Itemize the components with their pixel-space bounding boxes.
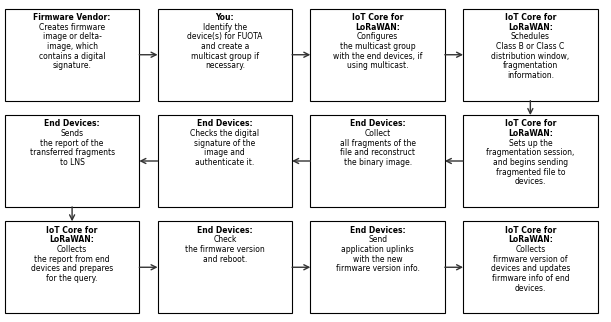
Text: Creates firmware: Creates firmware: [39, 23, 105, 32]
Text: device(s) for FUOTA: device(s) for FUOTA: [187, 33, 263, 41]
Text: image and: image and: [205, 148, 245, 157]
Text: LoRaWAN:: LoRaWAN:: [355, 23, 400, 32]
FancyBboxPatch shape: [5, 222, 139, 313]
Text: End Devices:: End Devices:: [197, 226, 253, 234]
Text: fragmentation: fragmentation: [503, 62, 558, 70]
FancyBboxPatch shape: [158, 115, 292, 207]
Text: LoRaWAN:: LoRaWAN:: [49, 235, 95, 244]
Text: Collects: Collects: [515, 245, 546, 254]
FancyBboxPatch shape: [158, 222, 292, 313]
FancyBboxPatch shape: [310, 222, 445, 313]
Text: End Devices:: End Devices:: [44, 119, 100, 128]
Text: all fragments of the: all fragments of the: [340, 139, 415, 147]
Text: authenticate it.: authenticate it.: [196, 158, 254, 167]
Text: and create a: and create a: [200, 42, 249, 51]
FancyBboxPatch shape: [463, 222, 598, 313]
Text: signature of the: signature of the: [194, 139, 255, 147]
Text: Sets up the: Sets up the: [508, 139, 552, 147]
Text: IoT Core for: IoT Core for: [505, 226, 556, 234]
Text: the binary image.: the binary image.: [343, 158, 412, 167]
Text: IoT Core for: IoT Core for: [352, 13, 403, 22]
FancyBboxPatch shape: [310, 115, 445, 207]
FancyBboxPatch shape: [463, 115, 598, 207]
Text: to LNS: to LNS: [60, 158, 84, 167]
Text: image or delta-: image or delta-: [43, 33, 101, 41]
Text: LoRaWAN:: LoRaWAN:: [508, 23, 553, 32]
Text: Send: Send: [368, 235, 387, 244]
Text: and reboot.: and reboot.: [203, 255, 247, 263]
Text: End Devices:: End Devices:: [349, 226, 406, 234]
Text: devices and updates: devices and updates: [491, 264, 570, 273]
Text: multicast group if: multicast group if: [191, 52, 259, 61]
Text: firmware info of end: firmware info of end: [491, 274, 569, 283]
Text: for the query.: for the query.: [46, 274, 98, 283]
Text: Class B or Class C: Class B or Class C: [496, 42, 565, 51]
Text: firmware version of: firmware version of: [493, 255, 568, 263]
FancyBboxPatch shape: [158, 9, 292, 100]
Text: LoRaWAN:: LoRaWAN:: [508, 129, 553, 138]
FancyBboxPatch shape: [5, 9, 139, 100]
Text: Sends: Sends: [60, 129, 84, 138]
Text: Check: Check: [213, 235, 236, 244]
Text: IoT Core for: IoT Core for: [505, 119, 556, 128]
Text: using multicast.: using multicast.: [347, 62, 408, 70]
Text: End Devices:: End Devices:: [197, 119, 253, 128]
Text: Schedules: Schedules: [511, 33, 550, 41]
FancyBboxPatch shape: [310, 9, 445, 100]
Text: and begins sending: and begins sending: [493, 158, 568, 167]
Text: the report of the: the report of the: [40, 139, 104, 147]
Text: application uplinks: application uplinks: [341, 245, 414, 254]
Text: Collect: Collect: [365, 129, 390, 138]
Text: End Devices:: End Devices:: [349, 119, 406, 128]
Text: Firmware Vendor:: Firmware Vendor:: [34, 13, 111, 22]
Text: fragmented file to: fragmented file to: [496, 168, 565, 176]
Text: signature.: signature.: [53, 62, 92, 70]
Text: firmware version info.: firmware version info.: [335, 264, 420, 273]
Text: distribution window,: distribution window,: [491, 52, 569, 61]
Text: LoRaWAN:: LoRaWAN:: [508, 235, 553, 244]
Text: IoT Core for: IoT Core for: [505, 13, 556, 22]
Text: fragmentation session,: fragmentation session,: [486, 148, 574, 157]
Text: the firmware version: the firmware version: [185, 245, 265, 254]
FancyBboxPatch shape: [5, 115, 139, 207]
Text: devices.: devices.: [514, 177, 546, 186]
Text: information.: information.: [507, 71, 554, 80]
Text: devices and prepares: devices and prepares: [31, 264, 113, 273]
Text: Collects: Collects: [57, 245, 87, 254]
Text: You:: You:: [216, 13, 234, 22]
Text: the report from end: the report from end: [34, 255, 110, 263]
Text: Configures: Configures: [357, 33, 398, 41]
Text: image, which: image, which: [46, 42, 98, 51]
Text: transferred fragments: transferred fragments: [29, 148, 115, 157]
Text: the multicast group: the multicast group: [340, 42, 415, 51]
Text: devices.: devices.: [514, 284, 546, 292]
Text: Checks the digital: Checks the digital: [190, 129, 260, 138]
Text: necessary.: necessary.: [205, 62, 245, 70]
Text: with the new: with the new: [353, 255, 403, 263]
Text: Identify the: Identify the: [203, 23, 247, 32]
Text: contains a digital: contains a digital: [39, 52, 105, 61]
Text: with the end devices, if: with the end devices, if: [333, 52, 422, 61]
FancyBboxPatch shape: [463, 9, 598, 100]
Text: file and reconstruct: file and reconstruct: [340, 148, 415, 157]
Text: IoT Core for: IoT Core for: [46, 226, 98, 234]
